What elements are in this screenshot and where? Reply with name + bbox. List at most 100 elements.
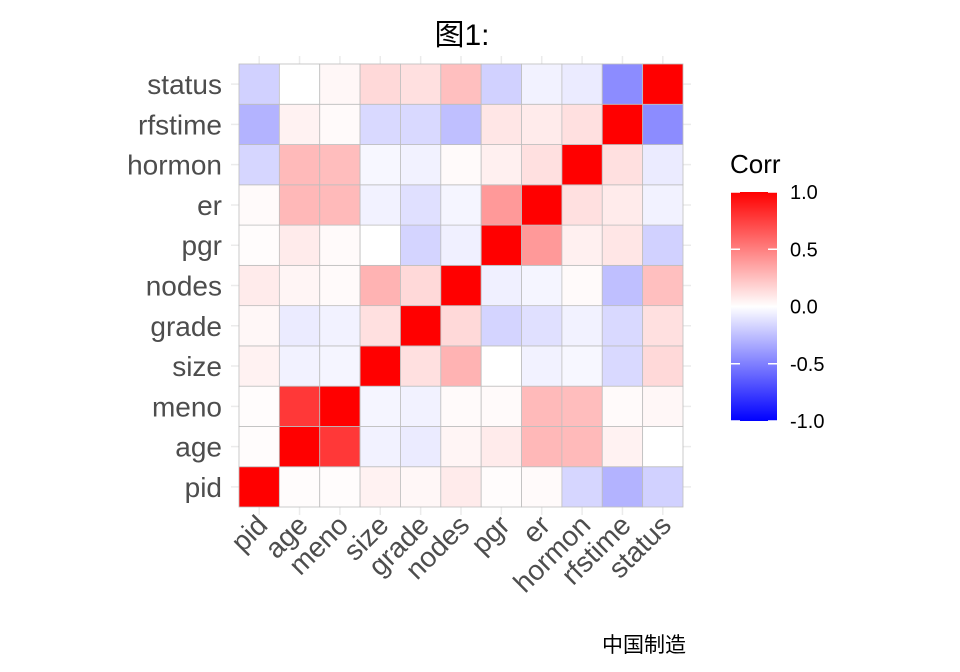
- heatmap-cell-rfstime-status: [601, 63, 644, 105]
- heatmap-cell-er-rfstime: [521, 103, 563, 145]
- heatmap-cell-hormon-size: [561, 345, 603, 387]
- heatmap-cell-pid-age: [238, 426, 280, 468]
- heatmap-cell-nodes-meno: [440, 385, 482, 427]
- heatmap-cell-nodes-hormon: [440, 144, 482, 186]
- heatmap-cells: [238, 63, 684, 508]
- heatmap-cell-grade-rfstime: [400, 103, 442, 145]
- heatmap-cell-er-er: [521, 184, 563, 226]
- x-tick-label-pgr: pgr: [465, 509, 516, 560]
- heatmap-cell-meno-nodes: [319, 264, 361, 307]
- heatmap-cell-er-hormon: [521, 144, 563, 186]
- heatmap-cell-nodes-nodes: [440, 264, 482, 307]
- heatmap-cell-size-age: [359, 426, 401, 468]
- heatmap-cell-age-grade: [278, 305, 321, 347]
- heatmap-cell-size-status: [359, 63, 401, 105]
- chart-caption: 中国制造: [602, 634, 686, 657]
- heatmap-cell-meno-rfstime: [319, 103, 361, 145]
- heatmap-cell-pid-hormon: [238, 144, 280, 186]
- heatmap-cell-hormon-nodes: [561, 264, 603, 307]
- y-tick-label-grade: grade: [150, 311, 222, 342]
- y-tick-label-status: status: [147, 69, 222, 100]
- y-tick-label-age: age: [175, 432, 222, 463]
- heatmap-cell-er-age: [521, 426, 563, 468]
- heatmap-cell-pgr-pgr: [480, 224, 522, 266]
- heatmap-cell-hormon-rfstime: [561, 103, 603, 145]
- heatmap-cell-pid-meno: [238, 385, 280, 427]
- heatmap-cell-pid-pid: [238, 466, 280, 508]
- heatmap-cell-pid-status: [238, 63, 280, 105]
- heatmap-cell-pid-size: [238, 345, 280, 387]
- heatmap-cell-rfstime-pgr: [601, 224, 644, 266]
- heatmap-cell-status-pgr: [642, 224, 684, 266]
- heatmap-cell-size-grade: [359, 305, 401, 347]
- heatmap-cell-grade-grade: [400, 305, 442, 347]
- heatmap-cell-age-pid: [278, 466, 321, 508]
- heatmap-cell-meno-pgr: [319, 224, 361, 266]
- heatmap-cell-nodes-pid: [440, 466, 482, 508]
- heatmap-cell-pgr-size: [480, 345, 522, 387]
- heatmap-cell-grade-status: [400, 63, 442, 105]
- heatmap-cell-pid-grade: [238, 305, 280, 347]
- heatmap-cell-size-pid: [359, 466, 401, 508]
- y-tick-label-hormon: hormon: [127, 150, 222, 181]
- heatmap-cell-pid-rfstime: [238, 103, 280, 145]
- heatmap-cell-age-age: [278, 426, 321, 468]
- heatmap-cell-grade-nodes: [400, 264, 442, 307]
- heatmap-cell-hormon-status: [561, 63, 603, 105]
- heatmap-cell-rfstime-rfstime: [601, 103, 644, 145]
- heatmap-cell-nodes-status: [440, 63, 482, 105]
- heatmap-cell-meno-grade: [319, 305, 361, 347]
- heatmap-cell-grade-meno: [400, 385, 442, 427]
- heatmap-cell-pgr-age: [480, 426, 522, 468]
- heatmap-cell-hormon-age: [561, 426, 603, 468]
- heatmap-cell-nodes-age: [440, 426, 482, 468]
- heatmap-cell-age-nodes: [278, 264, 321, 307]
- heatmap-cell-size-er: [359, 184, 401, 226]
- heatmap-cell-pgr-rfstime: [480, 103, 522, 145]
- heatmap-cell-rfstime-pid: [601, 466, 644, 508]
- heatmap-cell-pgr-grade: [480, 305, 522, 347]
- heatmap-cell-status-nodes: [642, 264, 684, 307]
- legend-tick-label: 0.0: [790, 297, 818, 319]
- chart-title: 图1:: [434, 19, 489, 52]
- heatmap-cell-rfstime-hormon: [601, 144, 644, 186]
- heatmap-cell-status-grade: [642, 305, 684, 347]
- heatmap-cell-meno-pid: [319, 466, 361, 508]
- legend-tick-label: 0.5: [790, 239, 818, 261]
- legend-ticks: 1.0 0.5 0.0 -0.5 -1.0: [731, 182, 824, 433]
- heatmap-cell-nodes-er: [440, 184, 482, 226]
- heatmap-cell-status-status: [642, 63, 684, 105]
- heatmap-cell-hormon-grade: [561, 305, 603, 347]
- y-tick-label-pid: pid: [185, 472, 222, 503]
- heatmap-cell-hormon-er: [561, 184, 603, 226]
- heatmap-cell-meno-hormon: [319, 144, 361, 186]
- heatmap-cell-er-status: [521, 63, 563, 105]
- heatmap-cell-age-pgr: [278, 224, 321, 266]
- legend-tick-label: -1.0: [790, 411, 824, 433]
- heatmap-cell-er-pid: [521, 466, 563, 508]
- heatmap-cell-hormon-pgr: [561, 224, 603, 266]
- heatmap-cell-age-status: [278, 63, 321, 105]
- heatmap-cell-status-size: [642, 345, 684, 387]
- heatmap-cell-grade-er: [400, 184, 442, 226]
- heatmap-cell-size-nodes: [359, 264, 401, 307]
- heatmap-cell-er-size: [521, 345, 563, 387]
- heatmap-cell-age-hormon: [278, 144, 321, 186]
- y-tick-label-meno: meno: [152, 391, 222, 422]
- heatmap-cell-status-hormon: [642, 144, 684, 186]
- y-tick-label-pgr: pgr: [182, 230, 222, 261]
- heatmap-cell-rfstime-nodes: [601, 264, 644, 307]
- heatmap-cell-rfstime-age: [601, 426, 644, 468]
- heatmap-cell-pid-nodes: [238, 264, 280, 307]
- heatmap-cell-rfstime-meno: [601, 385, 644, 427]
- heatmap-cell-rfstime-size: [601, 345, 644, 387]
- heatmap-cell-age-meno: [278, 385, 321, 427]
- heatmap-cell-status-meno: [642, 385, 684, 427]
- heatmap-cell-size-size: [359, 345, 401, 387]
- heatmap-cell-status-age: [642, 426, 684, 468]
- heatmap-cell-grade-pid: [400, 466, 442, 508]
- y-tick-label-er: er: [197, 190, 222, 221]
- heatmap-cell-nodes-grade: [440, 305, 482, 347]
- heatmap-cell-status-er: [642, 184, 684, 226]
